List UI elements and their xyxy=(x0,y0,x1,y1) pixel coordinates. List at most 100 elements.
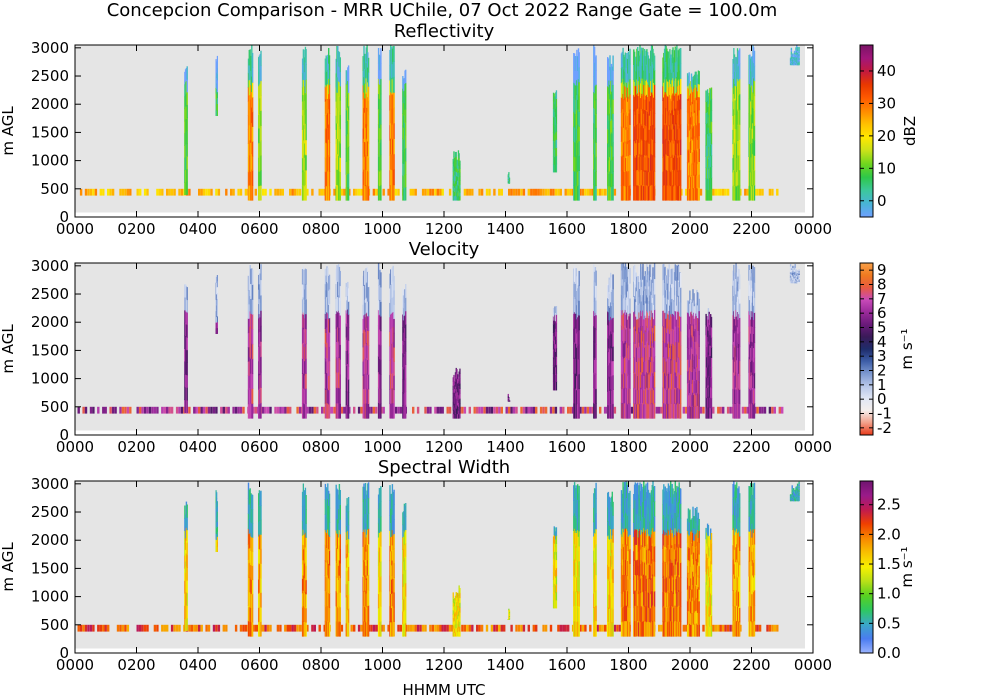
heatmap-cell xyxy=(574,70,577,86)
heatmap-cell xyxy=(305,388,307,404)
heatmap-cell xyxy=(247,185,250,201)
heatmap-cell xyxy=(797,274,799,276)
heatmap-cell xyxy=(248,95,250,111)
heatmap-cell xyxy=(686,394,689,407)
heatmap-cell xyxy=(689,106,691,119)
heatmap-cell xyxy=(446,624,449,632)
heatmap-cell xyxy=(749,83,751,99)
heatmap-cell xyxy=(736,374,738,390)
heatmap-cell xyxy=(250,84,252,100)
heatmap-cell xyxy=(328,347,330,362)
heatmap-cell xyxy=(675,62,677,79)
heatmap-cell xyxy=(623,327,625,344)
heatmap-cell xyxy=(453,413,455,419)
heatmap-cell xyxy=(258,373,261,389)
heatmap-cell xyxy=(456,179,458,185)
heatmap-cell xyxy=(393,76,395,93)
heatmap-cell xyxy=(239,406,243,414)
heatmap-cell xyxy=(677,65,680,81)
heatmap-cell xyxy=(706,177,709,190)
heatmap-cell xyxy=(459,408,461,414)
heatmap-cell xyxy=(679,128,681,143)
heatmap-cell xyxy=(380,184,382,201)
heatmap-cell xyxy=(663,279,665,296)
heatmap-cell xyxy=(225,188,228,196)
heatmap-cell xyxy=(679,156,681,172)
heatmap-cell xyxy=(653,141,655,157)
heatmap-cell xyxy=(646,342,649,358)
heatmap-cell xyxy=(459,196,461,201)
heatmap-cell xyxy=(593,341,595,358)
heatmap-cell xyxy=(709,121,711,134)
heatmap-cell xyxy=(610,333,613,349)
heatmap-cell xyxy=(325,55,327,71)
heatmap-cell xyxy=(637,389,640,405)
heatmap-cell xyxy=(693,149,696,163)
heatmap-cell xyxy=(554,364,556,374)
heatmap-cell xyxy=(648,285,650,302)
heatmap-cell xyxy=(676,296,679,312)
heatmap-cell xyxy=(247,375,250,391)
heatmap-cell xyxy=(326,387,328,404)
heatmap-cell xyxy=(303,109,305,126)
heatmap-cell xyxy=(671,328,673,344)
heatmap-cell xyxy=(109,188,112,196)
heatmap-cell xyxy=(552,332,555,342)
heatmap-cell xyxy=(259,127,261,143)
heatmap-cell xyxy=(650,169,653,186)
heatmap-cell xyxy=(336,264,338,281)
heatmap-cell xyxy=(404,187,406,201)
heatmap-cell xyxy=(367,141,369,157)
heatmap-cell xyxy=(693,124,696,138)
heatmap-cell xyxy=(391,282,394,298)
heatmap-cell xyxy=(643,290,645,306)
heatmap-cell xyxy=(457,391,459,397)
heatmap-cell xyxy=(552,124,555,133)
heatmap-cell xyxy=(500,406,503,414)
heatmap-cell xyxy=(709,324,711,336)
heatmap-cell xyxy=(559,406,562,414)
heatmap-cell xyxy=(650,122,653,139)
heatmap-cell xyxy=(402,187,405,201)
heatmap-cell xyxy=(692,176,694,189)
heatmap-cell xyxy=(392,61,394,78)
heatmap-cell xyxy=(644,142,646,158)
heatmap-cell xyxy=(446,406,449,414)
heatmap-cell xyxy=(325,113,327,129)
heatmap-cell xyxy=(595,127,597,143)
heatmap-cell xyxy=(673,57,675,73)
heatmap-cell xyxy=(573,296,576,313)
heatmap-cell xyxy=(647,289,650,304)
heatmap-cell xyxy=(367,111,369,127)
heatmap-cell xyxy=(736,345,738,361)
heatmap-cell xyxy=(508,180,511,182)
heatmap-cell xyxy=(633,154,635,171)
heatmap-cell xyxy=(403,290,405,304)
heatmap-cell xyxy=(672,139,674,155)
heatmap-cell xyxy=(337,372,339,389)
heatmap-cell xyxy=(573,126,576,142)
heatmap-cell xyxy=(591,406,594,414)
heatmap-cell xyxy=(360,406,363,414)
heatmap-cell xyxy=(260,110,262,126)
heatmap-cell xyxy=(748,264,750,281)
heatmap-cell xyxy=(454,408,457,414)
heatmap-cell xyxy=(403,90,405,103)
heatmap-cell xyxy=(324,129,327,144)
heatmap-cell xyxy=(610,77,613,92)
heatmap-cell xyxy=(153,406,157,414)
heatmap-cell xyxy=(793,61,795,63)
heatmap-cell xyxy=(686,123,689,138)
heatmap-cell xyxy=(363,300,365,316)
heatmap-cell xyxy=(337,170,340,186)
heatmap-cell xyxy=(184,309,187,324)
heatmap-cell xyxy=(689,141,691,154)
heatmap-cell xyxy=(402,125,404,139)
heatmap-cell xyxy=(706,346,708,358)
heatmap-cell xyxy=(593,295,595,312)
heatmap-cell xyxy=(454,384,456,390)
heatmap-cell xyxy=(456,413,458,419)
heatmap-cell xyxy=(508,173,510,175)
heatmap-cell xyxy=(746,188,749,196)
heatmap-cell xyxy=(698,322,700,336)
